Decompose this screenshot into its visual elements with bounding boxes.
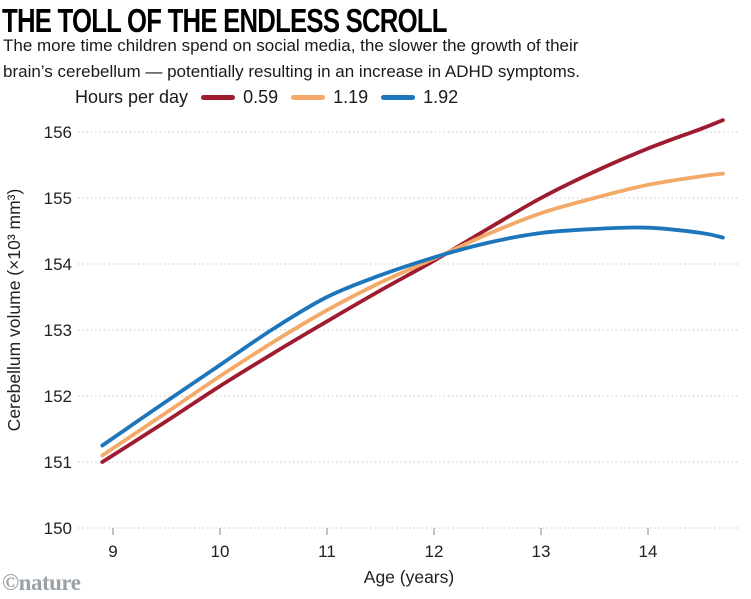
subtitle-line-1: The more time children spend on social m… xyxy=(3,36,579,55)
x-tick-label: 11 xyxy=(318,542,336,561)
chart-subtitle: The more time children spend on social m… xyxy=(3,33,580,85)
x-tick-label: 10 xyxy=(211,542,230,561)
x-tick-label: 13 xyxy=(532,542,551,561)
legend-title: Hours per day xyxy=(75,86,189,107)
legend-swatch-orange xyxy=(291,94,326,100)
x-tick-label: 14 xyxy=(639,542,658,561)
x-tick-label: 9 xyxy=(108,542,117,561)
legend-label: 1.19 xyxy=(333,86,369,107)
legend-item-1.19: 1.19 xyxy=(291,87,368,108)
series-line-1.19 xyxy=(100,171,725,458)
subtitle-line-2: brain’s cerebellum — potentially resulti… xyxy=(3,62,580,81)
y-tick-label: 154 xyxy=(44,255,72,274)
page-title: THE TOLL OF THE ENDLESS SCROLL xyxy=(2,2,447,39)
y-axis-title: Cerebellum volume (×10³ mm³) xyxy=(4,189,24,432)
legend-label: 0.59 xyxy=(243,86,279,107)
y-tick-label: 150 xyxy=(44,519,72,538)
legend-item-1.92: 1.92 xyxy=(381,87,458,108)
x-tick-label: 12 xyxy=(425,542,444,561)
y-tick-label: 152 xyxy=(44,387,72,406)
series-line-1.92 xyxy=(100,225,725,448)
y-tick-label: 156 xyxy=(44,123,72,142)
y-tick-label: 155 xyxy=(44,189,72,208)
legend-swatch-blue xyxy=(381,94,416,100)
legend-item-0.59: 0.59 xyxy=(201,87,278,108)
chart-legend: Hours per day 0.59 1.19 1.92 xyxy=(75,86,458,108)
x-axis-title: Age (years) xyxy=(364,567,454,587)
legend-swatch-red xyxy=(201,94,236,100)
y-tick-label: 151 xyxy=(44,453,72,472)
legend-label: 1.92 xyxy=(423,86,459,107)
series-line-0.59 xyxy=(100,118,725,464)
nature-credit: ©nature xyxy=(2,570,81,595)
y-tick-label: 153 xyxy=(44,321,72,340)
